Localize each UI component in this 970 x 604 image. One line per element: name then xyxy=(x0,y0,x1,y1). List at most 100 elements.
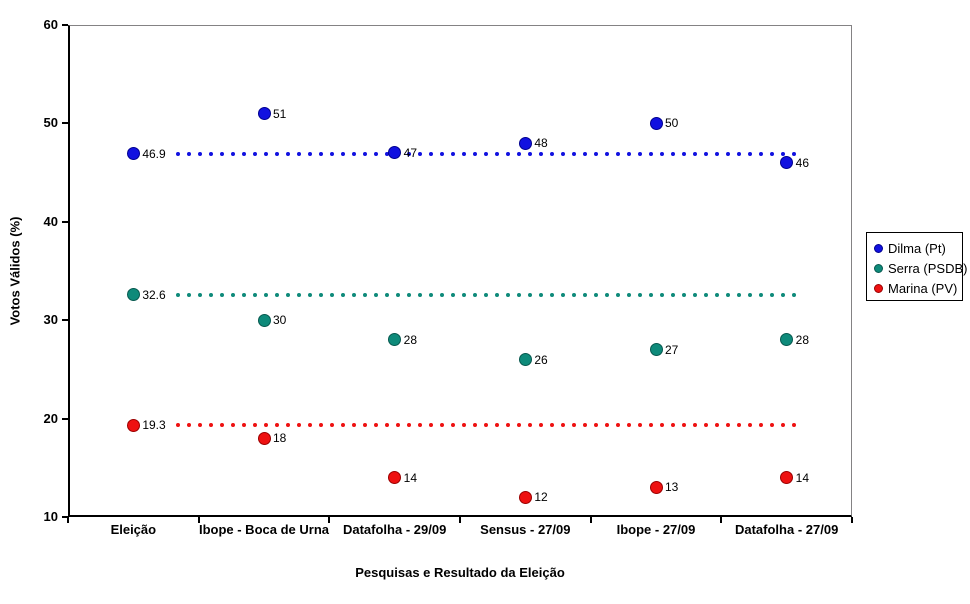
data-point-label: 32.6 xyxy=(142,287,166,302)
reference-line-dot xyxy=(506,292,510,297)
reference-line-dot xyxy=(341,151,345,156)
reference-line-dot xyxy=(176,292,180,297)
reference-line-dot xyxy=(517,151,521,156)
reference-line-dot xyxy=(407,151,411,156)
reference-line-dot xyxy=(231,423,235,428)
reference-line-dot xyxy=(330,292,334,297)
reference-line-dot xyxy=(671,292,675,297)
reference-line-dot xyxy=(715,423,719,428)
data-point-marker xyxy=(126,418,140,432)
reference-line-dot xyxy=(550,423,554,428)
reference-line-dot xyxy=(187,292,191,297)
data-point-marker xyxy=(257,313,271,327)
reference-line-dot xyxy=(429,292,433,297)
reference-line-dot xyxy=(319,292,323,297)
data-point-label: 19.3 xyxy=(142,418,166,433)
reference-line-dot xyxy=(407,423,411,428)
reference-line-dot xyxy=(176,151,180,156)
reference-line-dot xyxy=(792,151,796,156)
reference-line-dot xyxy=(770,292,774,297)
reference-line-dot xyxy=(385,151,389,156)
reference-line-dot xyxy=(209,292,213,297)
reference-line-dot xyxy=(374,423,378,428)
reference-line-dot xyxy=(792,423,796,428)
reference-line-dot xyxy=(275,423,279,428)
reference-line-dot xyxy=(781,292,785,297)
x-axis-title: Pesquisas e Resultado da Eleição xyxy=(355,565,565,580)
reference-line-dot xyxy=(363,292,367,297)
reference-line-dot xyxy=(605,423,609,428)
reference-line-dot xyxy=(605,292,609,297)
reference-line-dot xyxy=(748,151,752,156)
reference-line-dot xyxy=(616,151,620,156)
y-axis-tick-label: 50 xyxy=(43,115,58,131)
reference-line-dot xyxy=(616,292,620,297)
reference-line-dot xyxy=(561,423,565,428)
data-point-label: 12 xyxy=(534,490,548,505)
reference-line-dot xyxy=(484,151,488,156)
legend-item: Dilma (Pt) xyxy=(874,238,962,258)
reference-line-dot xyxy=(396,292,400,297)
reference-line-dot xyxy=(187,423,191,428)
reference-line-dot xyxy=(440,423,444,428)
reference-line-dot xyxy=(429,151,433,156)
reference-line-dot xyxy=(286,423,290,428)
legend-label: Serra (PSDB) xyxy=(888,260,968,276)
y-axis-tick xyxy=(62,516,68,518)
reference-line-dot xyxy=(363,423,367,428)
x-axis-tick xyxy=(197,517,200,523)
reference-line-dot xyxy=(528,423,532,428)
x-axis-category-label: Datafolha - 27/09 xyxy=(734,522,839,537)
reference-line-dot xyxy=(704,151,708,156)
reference-line-dot xyxy=(671,423,675,428)
y-axis-title: Votos Válidos (%) xyxy=(7,216,23,326)
reference-line-dot xyxy=(451,151,455,156)
reference-line-dot xyxy=(517,423,521,428)
reference-line-dot xyxy=(198,151,202,156)
reference-line-dot xyxy=(572,292,576,297)
data-point-label: 27 xyxy=(665,342,679,357)
reference-line-dot xyxy=(517,292,521,297)
reference-line-dot xyxy=(770,151,774,156)
reference-line-dot xyxy=(418,292,422,297)
reference-line-dot xyxy=(198,423,202,428)
reference-line-dot xyxy=(726,151,730,156)
reference-line-dot xyxy=(693,423,697,428)
reference-line-dot xyxy=(660,151,664,156)
reference-line-dot xyxy=(715,292,719,297)
reference-line-dot xyxy=(429,423,433,428)
data-point-marker xyxy=(780,156,794,170)
reference-line-dot xyxy=(396,423,400,428)
reference-line xyxy=(176,151,797,156)
reference-line-dot xyxy=(330,151,334,156)
data-point-marker xyxy=(388,333,402,347)
reference-line xyxy=(176,292,797,297)
reference-line-dot xyxy=(594,292,598,297)
reference-line-dot xyxy=(660,423,664,428)
reference-line-dot xyxy=(385,292,389,297)
reference-line-dot xyxy=(693,151,697,156)
reference-line-dot xyxy=(649,292,653,297)
x-axis-category-label: Sensus - 27/09 xyxy=(480,522,571,537)
reference-line-dot xyxy=(594,151,598,156)
reference-line-dot xyxy=(209,423,213,428)
plot-area xyxy=(68,25,852,517)
reference-line-dot xyxy=(308,292,312,297)
reference-line-dot xyxy=(308,151,312,156)
y-axis-tick-label: 40 xyxy=(43,213,58,229)
reference-line-dot xyxy=(627,151,631,156)
y-axis-tick xyxy=(62,220,68,223)
reference-line-dot xyxy=(297,151,301,156)
y-axis-tick xyxy=(62,417,68,420)
reference-line-dot xyxy=(792,292,796,297)
x-axis-tick xyxy=(851,517,853,523)
reference-line-dot xyxy=(473,423,477,428)
reference-line-dot xyxy=(253,151,257,156)
reference-line-dot xyxy=(550,292,554,297)
y-axis-tick xyxy=(62,24,68,26)
reference-line-dot xyxy=(462,292,466,297)
reference-line-dot xyxy=(627,423,631,428)
data-point-marker xyxy=(257,431,271,445)
reference-line-dot xyxy=(418,151,422,156)
reference-line-dot xyxy=(451,292,455,297)
